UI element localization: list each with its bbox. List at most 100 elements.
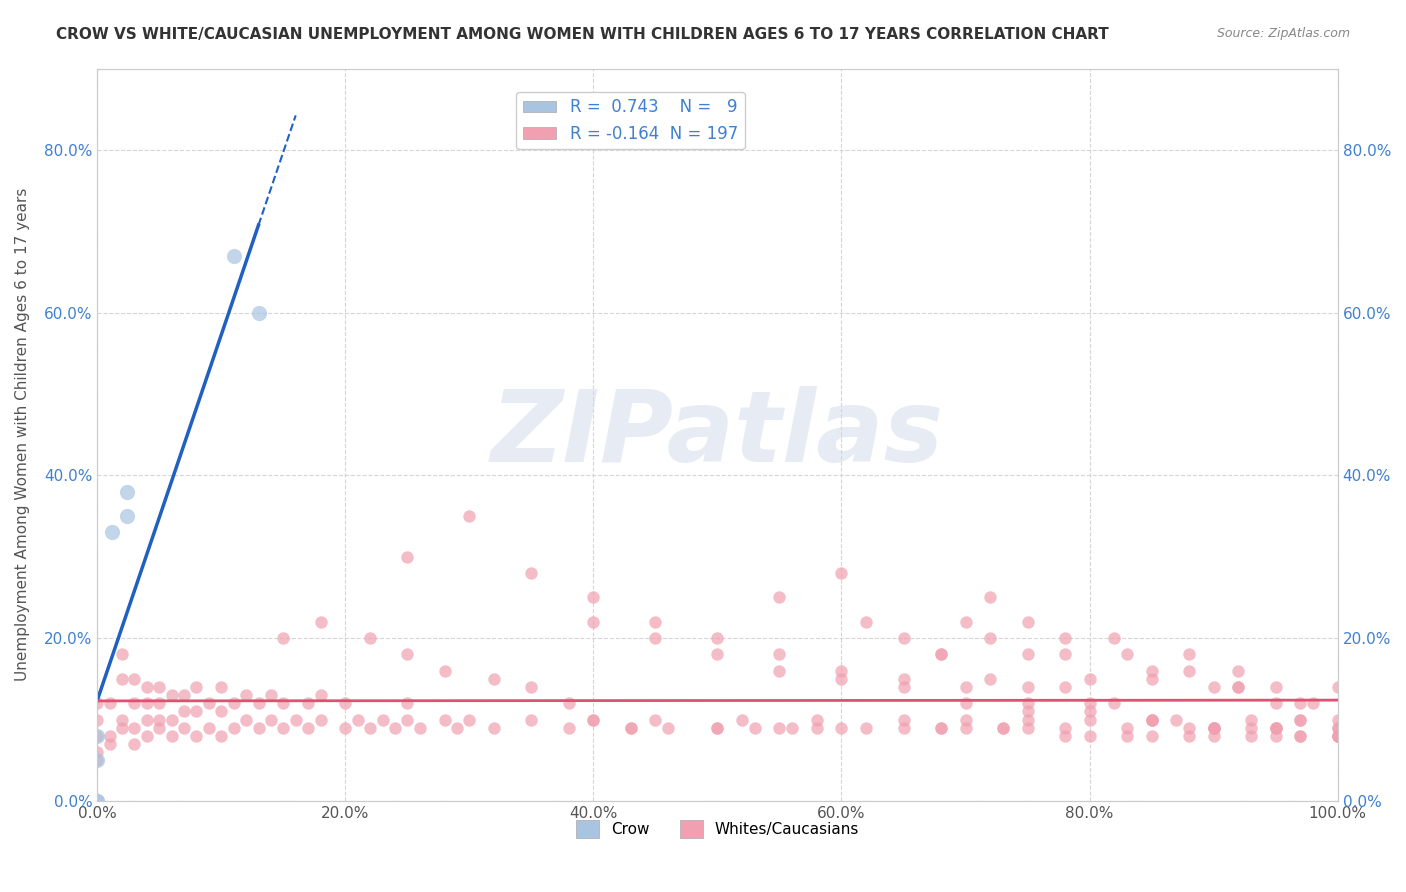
Point: [148, 696, 170, 710]
Point: [706, 721, 728, 735]
Point: [1264, 721, 1286, 735]
Point: [1289, 729, 1312, 743]
Point: [1115, 729, 1137, 743]
Point: [806, 721, 828, 735]
Point: [991, 721, 1014, 735]
Point: [1264, 721, 1286, 735]
Point: [1053, 631, 1076, 645]
Point: [186, 704, 208, 718]
Point: [1053, 729, 1076, 743]
Point: [768, 664, 790, 678]
Point: [371, 713, 394, 727]
Point: [1289, 713, 1312, 727]
Point: [1178, 729, 1201, 743]
Point: [955, 696, 977, 710]
Point: [271, 721, 294, 735]
Point: [309, 615, 332, 629]
Point: [173, 721, 195, 735]
Point: [98, 729, 121, 743]
Point: [271, 696, 294, 710]
Point: [1017, 648, 1039, 662]
Point: [346, 713, 368, 727]
Point: [1017, 680, 1039, 694]
Point: [557, 721, 579, 735]
Point: [520, 566, 543, 580]
Point: [335, 721, 357, 735]
Point: [1178, 664, 1201, 678]
Point: [247, 305, 270, 319]
Point: [929, 648, 952, 662]
Point: [979, 631, 1001, 645]
Point: [893, 631, 915, 645]
Point: [1115, 721, 1137, 735]
Point: [247, 721, 270, 735]
Point: [1017, 696, 1039, 710]
Point: [768, 721, 790, 735]
Point: [806, 713, 828, 727]
Point: [86, 753, 108, 767]
Point: [482, 721, 505, 735]
Point: [115, 484, 138, 499]
Point: [86, 794, 108, 808]
Point: [284, 713, 307, 727]
Point: [582, 591, 605, 605]
Point: [557, 696, 579, 710]
Point: [111, 713, 134, 727]
Point: [160, 688, 183, 702]
Point: [86, 729, 108, 743]
Point: [644, 615, 666, 629]
Point: [1017, 704, 1039, 718]
Point: [396, 648, 419, 662]
Point: [1240, 729, 1263, 743]
Point: [830, 721, 852, 735]
Point: [1240, 721, 1263, 735]
Point: [1078, 696, 1101, 710]
Point: [979, 672, 1001, 686]
Point: [86, 713, 108, 727]
Point: [1264, 721, 1286, 735]
Point: [893, 680, 915, 694]
Point: [1264, 680, 1286, 694]
Point: [111, 721, 134, 735]
Point: [86, 745, 108, 759]
Point: [1078, 704, 1101, 718]
Point: [1140, 713, 1163, 727]
Point: [1202, 721, 1225, 735]
Legend: Crow, Whites/Caucasians: Crow, Whites/Caucasians: [569, 814, 866, 845]
Point: [744, 721, 766, 735]
Point: [458, 713, 481, 727]
Point: [124, 696, 146, 710]
Point: [1227, 680, 1250, 694]
Point: [1178, 721, 1201, 735]
Point: [148, 721, 170, 735]
Point: [160, 713, 183, 727]
Point: [446, 721, 468, 735]
Point: [297, 696, 319, 710]
Point: [1289, 713, 1312, 727]
Point: [1326, 721, 1348, 735]
Point: [186, 729, 208, 743]
Point: [893, 713, 915, 727]
Point: [359, 721, 381, 735]
Point: [1302, 696, 1324, 710]
Point: [482, 672, 505, 686]
Point: [620, 721, 643, 735]
Point: [1326, 729, 1348, 743]
Point: [209, 729, 232, 743]
Point: [1264, 729, 1286, 743]
Point: [929, 721, 952, 735]
Point: [135, 680, 157, 694]
Point: [396, 549, 419, 564]
Point: [1166, 713, 1188, 727]
Point: [1202, 721, 1225, 735]
Point: [297, 721, 319, 735]
Point: [198, 721, 221, 735]
Y-axis label: Unemployment Among Women with Children Ages 6 to 17 years: Unemployment Among Women with Children A…: [15, 188, 30, 681]
Point: [644, 713, 666, 727]
Point: [1326, 729, 1348, 743]
Point: [198, 696, 221, 710]
Point: [1326, 729, 1348, 743]
Point: [148, 680, 170, 694]
Point: [209, 680, 232, 694]
Point: [706, 648, 728, 662]
